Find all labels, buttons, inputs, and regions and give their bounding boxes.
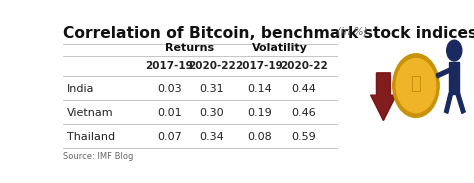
Text: 0.30: 0.30	[200, 108, 224, 118]
Text: 0.01: 0.01	[157, 108, 182, 118]
Text: ₿: ₿	[410, 75, 421, 93]
Text: 0.03: 0.03	[157, 84, 182, 94]
Text: 0.08: 0.08	[247, 132, 272, 142]
Text: Vietnam: Vietnam	[66, 108, 113, 118]
Text: Returns: Returns	[165, 43, 214, 53]
FancyArrow shape	[371, 73, 396, 121]
FancyArrow shape	[456, 93, 465, 114]
Text: 0.14: 0.14	[247, 84, 272, 94]
Text: 0.59: 0.59	[291, 132, 316, 142]
Text: 0.34: 0.34	[200, 132, 224, 142]
Circle shape	[396, 59, 436, 113]
Text: Correlation of Bitcoin, benchmark stock indices: Correlation of Bitcoin, benchmark stock …	[63, 26, 474, 41]
Text: (in %): (in %)	[337, 26, 367, 36]
FancyArrow shape	[437, 68, 451, 78]
Text: 2020-22: 2020-22	[188, 61, 236, 71]
Text: 0.19: 0.19	[247, 108, 272, 118]
Text: 0.44: 0.44	[291, 84, 316, 94]
Text: 0.46: 0.46	[291, 108, 316, 118]
FancyArrow shape	[445, 93, 452, 113]
Text: 2020-22: 2020-22	[280, 61, 328, 71]
Text: Volatility: Volatility	[252, 43, 308, 53]
Circle shape	[392, 54, 439, 117]
FancyArrow shape	[449, 62, 459, 94]
Text: Thailand: Thailand	[66, 132, 115, 142]
Text: 2017-19: 2017-19	[236, 61, 283, 71]
Text: Source: IMF Blog: Source: IMF Blog	[63, 152, 133, 161]
Circle shape	[447, 40, 462, 61]
Text: 0.31: 0.31	[200, 84, 224, 94]
Text: 0.07: 0.07	[157, 132, 182, 142]
Text: India: India	[66, 84, 94, 94]
FancyArrow shape	[375, 57, 410, 124]
Text: 2017-19: 2017-19	[146, 61, 193, 71]
